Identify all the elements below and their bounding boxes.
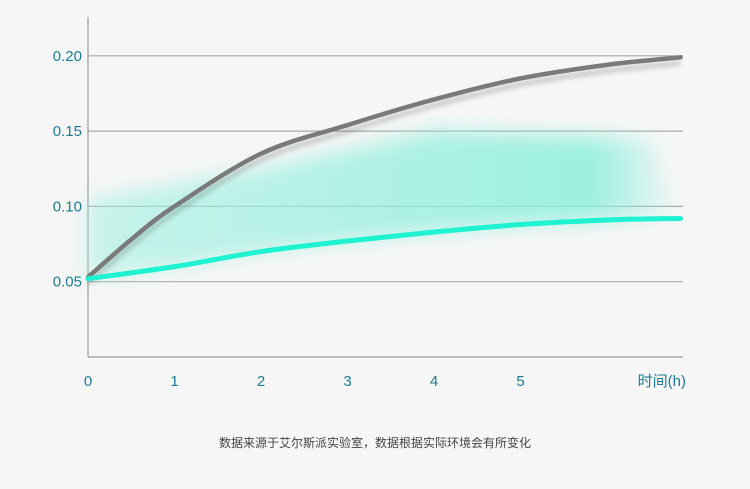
series-line-1 — [85, 55, 683, 280]
y-tick-label: 0.05 — [53, 274, 82, 291]
y-tick-label: 0.20 — [53, 48, 82, 65]
footnote: 数据来源于艾尔斯派实验室，数据根据实际环境会有所变化 — [218, 436, 531, 450]
x-tick-label: 4 — [430, 373, 438, 390]
shaded-area — [88, 131, 681, 279]
x-tick-label: 3 — [343, 373, 351, 390]
x-tick-label: 0 — [84, 373, 92, 390]
x-tick-label: 2 — [257, 373, 265, 390]
series-shadow — [86, 60, 681, 286]
y-tick-label: 0.15 — [53, 123, 82, 140]
y-tick-label: 0.10 — [53, 198, 82, 215]
x-tick-label: 5 — [516, 373, 524, 390]
x-axis-label: 时间(h) — [638, 373, 686, 390]
x-tick-label: 1 — [170, 373, 178, 390]
series-line-2 — [85, 215, 684, 282]
